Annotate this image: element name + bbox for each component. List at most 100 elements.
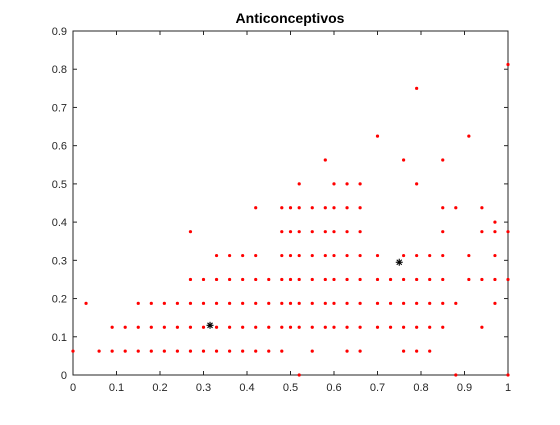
data-point: [288, 277, 293, 282]
data-point: [310, 206, 314, 210]
data-point: [402, 301, 406, 305]
data-point: [441, 301, 445, 305]
data-point: [402, 253, 406, 258]
data-point: [241, 301, 245, 305]
data-point: [297, 301, 301, 305]
y-tick-label: 0.5: [52, 179, 67, 191]
data-point: [297, 253, 301, 258]
data-point: [149, 349, 153, 353]
data-point: [323, 158, 327, 162]
data-point: [201, 325, 206, 329]
data-point: [188, 325, 193, 329]
data-point: [402, 277, 406, 282]
data-point: [480, 230, 484, 234]
data-point: [345, 182, 349, 186]
data-point: [97, 349, 101, 353]
x-tick-label: 0.8: [413, 382, 428, 394]
data-point: [332, 301, 336, 305]
data-point: [345, 301, 349, 305]
data-point: [358, 182, 362, 186]
y-tick-label: 0.1: [52, 332, 67, 344]
data-point: [480, 206, 484, 210]
data-point: [375, 134, 380, 138]
data-point: [149, 301, 153, 305]
data-point: [136, 325, 140, 329]
y-tick-label: 0.7: [52, 102, 67, 114]
data-point: [288, 301, 293, 305]
y-tick-label: 0.3: [52, 255, 67, 267]
data-point: [506, 230, 510, 234]
y-tick-label: 0.9: [52, 26, 67, 38]
data-point: [415, 253, 419, 258]
data-point: [241, 277, 245, 282]
data-point: [375, 325, 380, 329]
data-point: [214, 253, 219, 258]
data-point: [188, 301, 193, 305]
data-point: [110, 349, 114, 353]
data-point: [493, 277, 497, 282]
x-tick-label: 0: [70, 382, 76, 394]
data-point: [297, 182, 301, 186]
chart-title: Anticonceptivos: [236, 10, 345, 26]
data-point: [506, 62, 510, 67]
data-point: [375, 301, 380, 305]
data-point: [467, 277, 471, 282]
data-point: [428, 301, 432, 305]
data-point: [136, 349, 140, 353]
data-point: [228, 301, 232, 305]
data-point: [415, 182, 419, 186]
x-tick-label: 0.1: [109, 382, 124, 394]
data-point: [241, 325, 245, 329]
data-point: [267, 277, 271, 282]
data-point: [441, 253, 445, 258]
data-point: [345, 277, 349, 282]
data-point: [241, 253, 245, 258]
data-point: [375, 277, 380, 282]
data-point: [228, 277, 232, 282]
centroid-marker: [395, 258, 403, 266]
data-point: [493, 220, 497, 224]
data-point: [402, 158, 406, 162]
data-point: [254, 325, 258, 329]
data-point: [188, 349, 193, 353]
centroid-marker: [206, 321, 214, 329]
data-point: [310, 230, 314, 234]
axes: 0 0.1 0.2 0.3 0.4 0.5 0.6 0.7 0.8 0.9 1 0 0.1 0.2 0.3 0…: [52, 26, 511, 394]
data-point: [310, 277, 314, 282]
data-point: [358, 325, 362, 329]
data-point: [345, 349, 349, 353]
data-point: [323, 230, 327, 234]
data-point: [454, 301, 458, 305]
data-point: [402, 349, 406, 353]
data-point: [358, 230, 362, 234]
data-point: [280, 230, 284, 234]
x-tick-label: 0.3: [196, 382, 211, 394]
data-point: [297, 373, 301, 377]
data-point: [454, 373, 458, 377]
data-point: [175, 349, 179, 353]
data-point: [345, 325, 349, 329]
data-point: [323, 325, 327, 329]
data-point: [267, 349, 271, 353]
y-tick-label: 0.2: [52, 294, 67, 306]
x-tick-label: 0.5: [283, 382, 298, 394]
data-point: [358, 253, 362, 258]
data-point: [493, 301, 497, 305]
y-tick-label: 0: [61, 370, 67, 382]
data-point: [454, 206, 458, 210]
data-point: [480, 325, 484, 329]
data-point: [162, 301, 166, 305]
plot-area: [73, 31, 508, 375]
data-point: [358, 349, 362, 353]
data-point: [254, 301, 258, 305]
data-point: [201, 349, 206, 353]
data-point: [254, 349, 258, 353]
x-tick-label: 0.9: [457, 382, 472, 394]
data-point: [358, 277, 362, 282]
data-point: [188, 230, 193, 234]
data-point: [214, 277, 219, 282]
data-point: [267, 301, 271, 305]
data-point: [123, 325, 127, 329]
data-point: [441, 325, 445, 329]
